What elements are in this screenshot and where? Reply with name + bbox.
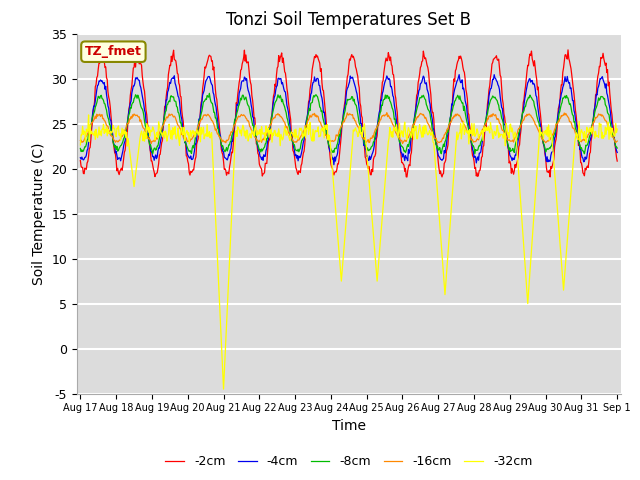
Line: -4cm: -4cm [81,74,617,165]
-2cm [340,103,348,108]
-4cm [195,124,202,130]
-16cm [399,141,406,146]
-8cm [195,124,202,130]
-16cm [566,119,573,124]
-2cm [218,146,225,152]
Legend: -2cm, -4cm, -8cm, -16cm, -32cm: -2cm, -4cm, -8cm, -16cm, -32cm [160,450,538,473]
-8cm [446,115,454,121]
-8cm [394,127,401,132]
-32cm [195,129,203,134]
-4cm [330,162,338,168]
-2cm [564,47,572,53]
Line: -16cm: -16cm [81,113,617,144]
-2cm [195,136,202,142]
X-axis label: Time: Time [332,419,366,433]
Line: -8cm: -8cm [81,93,617,154]
-16cm [394,133,401,139]
-32cm [613,126,621,132]
-8cm [341,108,349,114]
-4cm [77,155,84,160]
Y-axis label: Soil Temperature (C): Soil Temperature (C) [31,143,45,285]
-16cm [383,110,390,116]
-32cm [342,223,349,228]
-4cm [566,80,573,85]
-32cm [84,112,92,118]
-16cm [447,120,455,125]
-4cm [446,115,454,120]
-8cm [218,143,226,149]
-8cm [205,90,213,96]
-4cm [341,103,349,108]
-32cm [77,142,84,148]
-16cm [77,138,84,144]
-8cm [613,145,621,151]
-32cm [394,135,402,141]
-4cm [613,150,621,156]
-4cm [218,142,225,148]
-4cm [455,72,463,77]
-16cm [340,119,348,125]
-16cm [613,138,621,144]
-8cm [77,145,84,151]
-16cm [218,136,225,142]
-32cm [220,386,227,392]
-2cm [566,58,573,64]
-2cm [613,158,621,164]
-2cm [77,158,84,164]
-2cm [446,120,454,126]
Title: Tonzi Soil Temperatures Set B: Tonzi Soil Temperatures Set B [227,11,471,29]
Line: -2cm: -2cm [81,50,617,177]
-32cm [566,208,573,214]
Line: -32cm: -32cm [81,115,617,389]
-8cm [565,99,573,105]
-2cm [403,174,411,180]
-32cm [447,211,455,216]
Text: TZ_fmet: TZ_fmet [85,45,142,58]
-16cm [195,123,202,129]
-2cm [393,104,401,109]
-4cm [394,124,401,130]
-32cm [218,354,226,360]
-8cm [580,151,588,156]
